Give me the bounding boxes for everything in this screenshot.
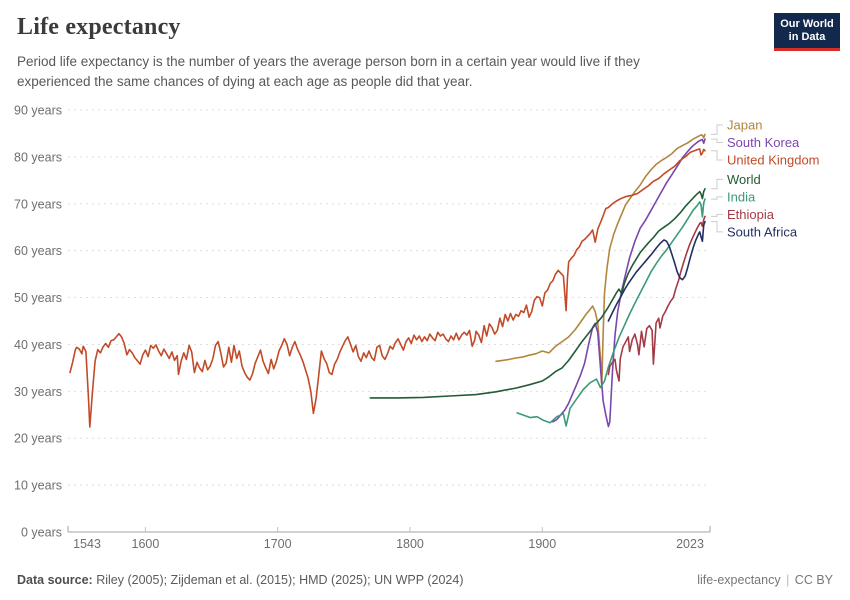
series-line-united-kingdom[interactable] xyxy=(69,148,706,428)
chart-slug[interactable]: life-expectancy xyxy=(697,573,781,587)
series-line-ethiopia[interactable] xyxy=(607,215,706,382)
legend-leader-line xyxy=(711,178,723,190)
x-axis-tick-label: 1900 xyxy=(528,537,556,551)
legend-leader-line xyxy=(711,213,723,217)
legend-leader-line xyxy=(711,221,723,233)
separator: | xyxy=(786,573,790,587)
y-axis-tick-label: 30 years xyxy=(14,385,62,399)
series-label-world[interactable]: World xyxy=(727,172,761,187)
y-axis-tick-label: 50 years xyxy=(14,291,62,305)
y-axis-tick-label: 10 years xyxy=(14,479,62,493)
legend-leader-line xyxy=(711,124,723,135)
series-line-south-africa[interactable] xyxy=(607,220,706,322)
x-axis-tick-label: 1800 xyxy=(396,537,424,551)
x-axis-tick-label: 1600 xyxy=(132,537,160,551)
x-axis-tick-label: 1700 xyxy=(264,537,292,551)
y-axis-tick-label: 60 years xyxy=(14,244,62,258)
series-line-south-korea[interactable] xyxy=(552,138,706,428)
x-axis-tick-label: 1543 xyxy=(73,537,101,551)
x-axis-tick-label: 2023 xyxy=(676,537,704,551)
license-label[interactable]: CC BY xyxy=(794,573,833,587)
y-axis-tick-label: 80 years xyxy=(14,150,62,164)
y-axis-tick-label: 40 years xyxy=(14,338,62,352)
page-title: Life expectancy xyxy=(17,14,181,40)
y-axis-tick-label: 0 years xyxy=(21,526,62,540)
owid-logo-accent-bar xyxy=(774,48,840,52)
owid-logo[interactable]: Our World in Data xyxy=(774,13,840,52)
y-axis-tick-label: 70 years xyxy=(14,197,62,211)
y-axis-tick-label: 20 years xyxy=(14,432,62,446)
owid-logo-text: Our World in Data xyxy=(774,13,840,49)
series-label-united-kingdom[interactable]: United Kingdom xyxy=(727,153,820,168)
data-source-note: Data source: Riley (2005); Zijdeman et a… xyxy=(17,573,464,587)
legend-leader-line xyxy=(711,196,723,200)
series-line-india[interactable] xyxy=(516,198,706,427)
series-label-south-africa[interactable]: South Africa xyxy=(727,224,798,239)
data-source-label: Data source: xyxy=(17,573,93,587)
legend-leader-line xyxy=(711,138,723,143)
series-label-south-korea[interactable]: South Korea xyxy=(727,135,800,150)
footer: Data source: Riley (2005); Zijdeman et a… xyxy=(17,573,833,587)
chart-subtitle: Period life expectancy is the number of … xyxy=(17,54,640,89)
y-axis-tick-label: 90 years xyxy=(14,104,62,118)
series-label-ethiopia[interactable]: Ethiopia xyxy=(727,207,775,222)
series-line-world[interactable] xyxy=(369,188,706,399)
legend-leader-line xyxy=(711,150,723,161)
license-note: life-expectancy | CC BY xyxy=(697,573,833,587)
series-line-japan[interactable] xyxy=(495,133,706,387)
series-label-india[interactable]: India xyxy=(727,189,756,204)
series-label-japan[interactable]: Japan xyxy=(727,118,762,133)
data-source-list: Riley (2005); Zijdeman et al. (2015); HM… xyxy=(96,573,464,587)
